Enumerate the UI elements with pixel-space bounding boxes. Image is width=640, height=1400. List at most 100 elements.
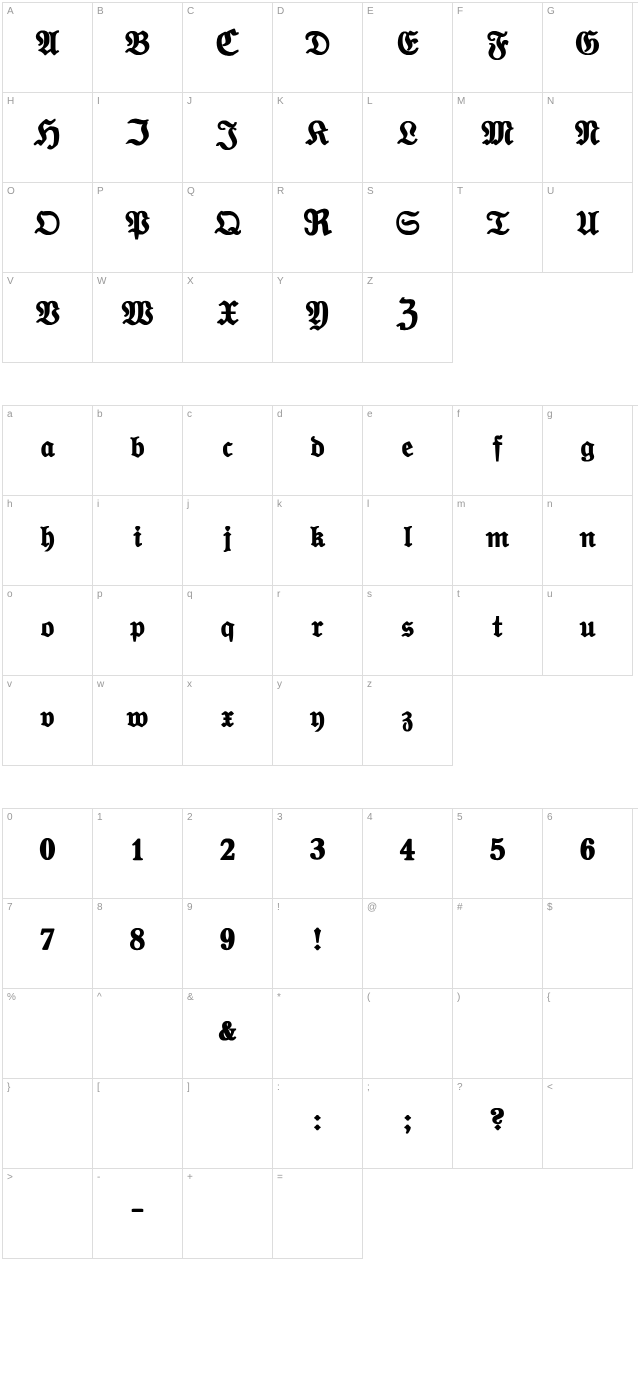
glyph-label: q xyxy=(187,589,193,600)
glyph-cell: ( xyxy=(363,989,453,1079)
glyph-cell: ] xyxy=(183,1079,273,1169)
glyph-char: 𝔙 xyxy=(36,298,60,332)
glyph-label: F xyxy=(457,6,463,17)
glyph-cell: Hℌ xyxy=(3,93,93,183)
glyph-label: l xyxy=(367,499,369,510)
glyph-label: b xyxy=(97,409,103,420)
glyph-cell: K𝔎 xyxy=(273,93,363,183)
glyph-char: 𝔘 xyxy=(577,208,599,242)
glyph-label: 0 xyxy=(7,812,13,823)
glyph-cell: 99 xyxy=(183,899,273,989)
glyph-cell: % xyxy=(3,989,93,1079)
glyph-cell: p𝔭 xyxy=(93,586,183,676)
glyph-char: 𝔈 xyxy=(397,28,418,62)
glyph-char: 𝔬 xyxy=(41,613,54,643)
glyph-label: j xyxy=(187,499,189,510)
glyph-label: u xyxy=(547,589,553,600)
glyph-char: 𝔲 xyxy=(580,613,595,643)
glyph-cell: k𝔨 xyxy=(273,496,363,586)
glyph-label: N xyxy=(547,96,554,107)
glyph-label: E xyxy=(367,6,374,17)
glyph-cell: @ xyxy=(363,899,453,989)
glyph-char: 6 xyxy=(581,836,595,866)
glyph-label: # xyxy=(457,902,463,913)
glyph-cell: 66 xyxy=(543,809,633,899)
glyph-cell: u𝔲 xyxy=(543,586,633,676)
glyph-label: H xyxy=(7,96,14,107)
glyph-cell: q𝔮 xyxy=(183,586,273,676)
glyph-cell: P𝔓 xyxy=(93,183,183,273)
glyph-char: 𝔠 xyxy=(223,433,232,463)
glyph-char: 𝔣 xyxy=(493,433,502,463)
glyph-cell: o𝔬 xyxy=(3,586,93,676)
glyph-char: 𝔄 xyxy=(36,28,59,62)
glyph-label: k xyxy=(277,499,282,510)
glyph-char: 𝔩 xyxy=(404,523,412,553)
glyph-cell: Y𝔜 xyxy=(273,273,363,363)
glyph-cell: -~ xyxy=(93,1169,183,1259)
glyph-label: g xyxy=(547,409,553,420)
glyph-label: ^ xyxy=(97,992,102,1003)
glyph-char: & xyxy=(219,1016,236,1046)
glyph-char: 8 xyxy=(130,926,144,956)
glyph-cell: U𝔘 xyxy=(543,183,633,273)
glyph-char: ? xyxy=(491,1106,505,1136)
glyph-char: 𝔍 xyxy=(217,118,238,152)
glyph-label: < xyxy=(547,1082,553,1093)
glyph-cell: = xyxy=(273,1169,363,1259)
glyph-char: 𝔉 xyxy=(487,28,509,62)
glyph-cell: && xyxy=(183,989,273,1079)
glyph-label: ? xyxy=(457,1082,463,1093)
glyph-cell: 77 xyxy=(3,899,93,989)
glyph-cell: * xyxy=(273,989,363,1079)
glyph-label: 5 xyxy=(457,812,463,823)
glyph-char: 𝔶 xyxy=(311,703,325,733)
glyph-label: M xyxy=(457,96,465,107)
glyph-cell: b𝔟 xyxy=(93,406,183,496)
glyph-label: % xyxy=(7,992,16,1003)
glyph-label: B xyxy=(97,6,104,17)
glyph-cell: T𝔗 xyxy=(453,183,543,273)
glyph-char: 𝔞 xyxy=(41,433,54,463)
glyph-label: 6 xyxy=(547,812,553,823)
glyph-char: 1 xyxy=(133,836,143,866)
glyph-char: 𝔗 xyxy=(486,208,509,242)
glyph-label: W xyxy=(97,276,106,287)
glyph-label: y xyxy=(277,679,282,690)
glyph-label: ; xyxy=(367,1082,370,1093)
glyph-cell: z𝔷 xyxy=(363,676,453,766)
glyph-label: $ xyxy=(547,902,553,913)
glyph-label: r xyxy=(277,589,280,600)
glyph-label: i xyxy=(97,499,99,510)
glyph-label: ! xyxy=(277,902,280,913)
glyph-cell: l𝔩 xyxy=(363,496,453,586)
glyph-char: 𝔅 xyxy=(125,28,150,62)
glyph-label: h xyxy=(7,499,13,510)
glyph-char: ℭ xyxy=(216,28,240,62)
glyph-cell: S𝔖 xyxy=(363,183,453,273)
glyph-label: Z xyxy=(367,276,373,287)
glyph-label: + xyxy=(187,1172,193,1183)
glyph-cell: n𝔫 xyxy=(543,496,633,586)
glyph-label: @ xyxy=(367,902,377,913)
glyph-cell: O𝔒 xyxy=(3,183,93,273)
glyph-label: t xyxy=(457,589,460,600)
glyph-char: 𝔧 xyxy=(224,523,232,553)
glyph-label: } xyxy=(7,1082,10,1093)
glyph-char: 𝔢 xyxy=(402,433,413,463)
glyph-cell: y𝔶 xyxy=(273,676,363,766)
glyph-cell: B𝔅 xyxy=(93,3,183,93)
glyph-label: ] xyxy=(187,1082,190,1093)
glyph-grid-lowercase: a𝔞b𝔟c𝔠d𝔡e𝔢f𝔣g𝔤h𝔥i𝔦j𝔧k𝔨l𝔩m𝔪n𝔫o𝔬p𝔭q𝔮r𝔯s𝔰t𝔱… xyxy=(2,405,638,766)
glyph-char: ~ xyxy=(132,1196,143,1226)
glyph-cell: } xyxy=(3,1079,93,1169)
glyph-char: 𝔭 xyxy=(131,613,145,643)
glyph-cell: 22 xyxy=(183,809,273,899)
glyph-label: d xyxy=(277,409,283,420)
glyph-label: 2 xyxy=(187,812,193,823)
glyph-label: : xyxy=(277,1082,280,1093)
glyph-cell: $ xyxy=(543,899,633,989)
glyph-label: T xyxy=(457,186,463,197)
glyph-char: 𝔦 xyxy=(134,523,142,553)
glyph-char: ℜ xyxy=(304,208,332,242)
